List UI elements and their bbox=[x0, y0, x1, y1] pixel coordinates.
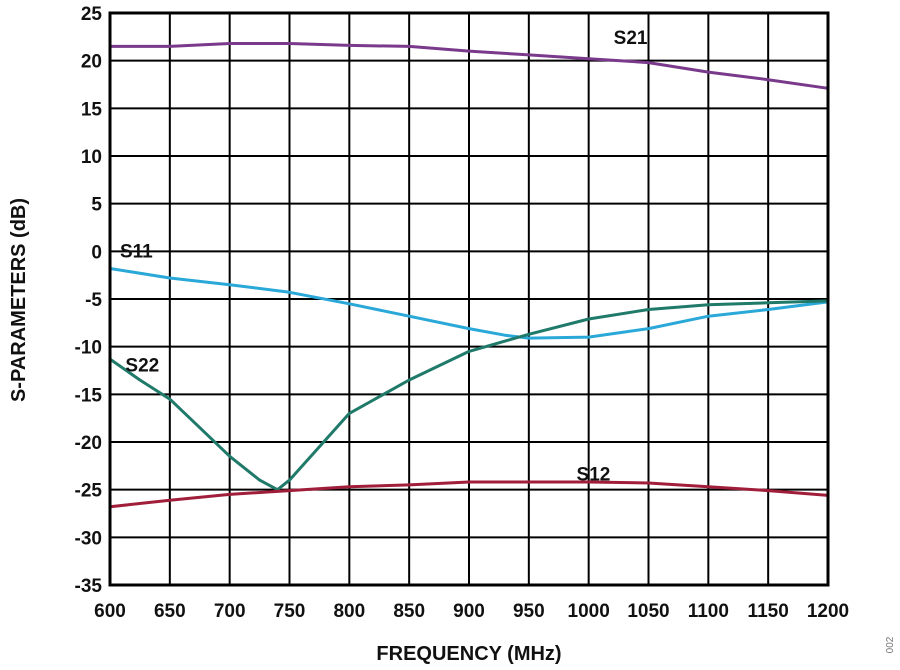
plot-frame bbox=[108, 11, 830, 587]
series-label-s21: S21 bbox=[614, 28, 648, 49]
y-tick-label: 15 bbox=[81, 99, 103, 120]
watermark-code: 002 bbox=[885, 636, 896, 653]
y-tick-label: -10 bbox=[75, 338, 102, 359]
y-tick-label: 0 bbox=[91, 242, 102, 263]
y-axis-ticks: 25 20 15 10 5 0 -5 -10 -15 -20 -25 -30 -35 bbox=[75, 4, 103, 597]
x-axis-ticks: 600 650 700 750 800 850 900 950 1000 1050 1100 1150… bbox=[94, 601, 849, 622]
x-tick-label: 800 bbox=[333, 601, 365, 622]
series-label-s11: S11 bbox=[120, 241, 153, 262]
y-tick-label: -30 bbox=[75, 528, 102, 549]
x-tick-label: 1000 bbox=[568, 601, 610, 622]
x-tick-label: 850 bbox=[393, 601, 425, 622]
y-tick-label: 5 bbox=[91, 195, 102, 216]
series-labels: S21 S11 S22 S12 bbox=[120, 28, 648, 486]
x-tick-label: 1200 bbox=[807, 601, 849, 622]
y-tick-label: 25 bbox=[81, 4, 103, 25]
y-tick-label: -35 bbox=[75, 576, 103, 597]
y-tick-label: 10 bbox=[81, 147, 102, 168]
x-tick-label: 650 bbox=[154, 601, 186, 622]
series-line-s22 bbox=[108, 299, 830, 492]
x-tick-label: 600 bbox=[94, 601, 126, 622]
series-line-s12 bbox=[108, 480, 830, 509]
series-line-s11 bbox=[108, 267, 830, 340]
series-line-s21 bbox=[108, 42, 830, 90]
x-tick-label: 950 bbox=[513, 601, 545, 622]
grid bbox=[109, 12, 829, 586]
x-tick-label: 1050 bbox=[627, 601, 669, 622]
y-tick-label: -5 bbox=[85, 290, 102, 311]
y-tick-label: -20 bbox=[75, 433, 102, 454]
y-tick-label: -15 bbox=[75, 385, 103, 406]
y-tick-label: 20 bbox=[81, 52, 102, 73]
series-label-s12: S12 bbox=[577, 464, 611, 485]
series-layer bbox=[108, 42, 830, 509]
x-tick-label: 700 bbox=[214, 601, 246, 622]
series-label-s22: S22 bbox=[125, 356, 159, 377]
y-tick-label: -25 bbox=[75, 481, 103, 502]
x-axis-title: FREQUENCY (MHz) bbox=[376, 643, 561, 665]
x-tick-label: 1100 bbox=[688, 601, 729, 622]
x-tick-label: 1150 bbox=[748, 601, 789, 622]
y-axis-title: S-PARAMETERS (dB) bbox=[8, 198, 30, 402]
x-tick-label: 750 bbox=[274, 601, 306, 622]
x-tick-label: 900 bbox=[453, 601, 485, 622]
